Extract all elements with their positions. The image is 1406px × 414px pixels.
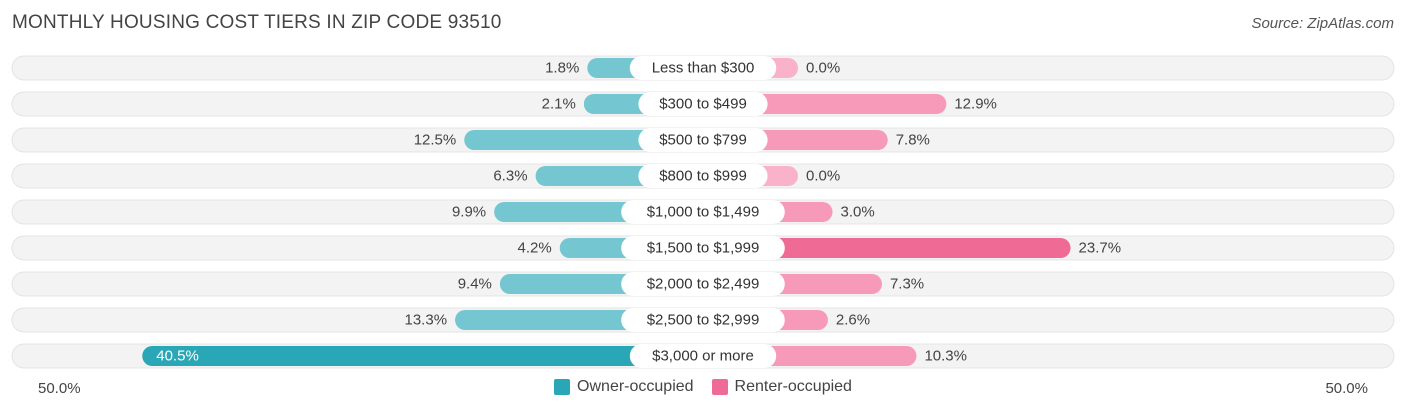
renter-value-label: 7.3%: [890, 276, 924, 293]
category-label: $2,500 to $2,999: [647, 312, 760, 329]
owner-value-label: 13.3%: [405, 312, 448, 329]
category-label: $1,000 to $1,499: [647, 204, 760, 221]
renter-value-label: 23.7%: [1079, 240, 1122, 257]
category-pill: [629, 56, 777, 80]
category-pill: [629, 344, 777, 368]
legend-owner-label: Owner-occupied: [577, 378, 694, 395]
category-label: $2,000 to $2,499: [647, 276, 760, 293]
owner-value-label: 4.2%: [517, 240, 551, 257]
legend-renter-label: Renter-occupied: [734, 378, 852, 395]
legend-item-renter[interactable]: Renter-occupied: [711, 378, 852, 396]
category-pill: [638, 164, 768, 188]
category-pill: [638, 128, 768, 152]
category-label: $500 to $799: [659, 132, 747, 149]
chart-title: MONTHLY HOUSING COST TIERS IN ZIP CODE 9…: [12, 12, 502, 33]
legend-item-owner[interactable]: Owner-occupied: [554, 378, 694, 396]
owner-value-label: 40.5%: [156, 348, 199, 365]
renter-swatch: [711, 379, 728, 395]
renter-value-label: 7.8%: [896, 132, 930, 149]
owner-value-label: 9.4%: [458, 276, 492, 293]
category-pill: [621, 272, 785, 296]
renter-value-label: 0.0%: [806, 168, 840, 185]
category-label: $800 to $999: [659, 168, 747, 185]
legend: Owner-occupied Renter-occupied: [0, 378, 1406, 396]
owner-value-label: 6.3%: [493, 168, 527, 185]
category-pill: [621, 200, 785, 224]
owner-value-label: 12.5%: [414, 132, 457, 149]
category-label: $1,500 to $1,999: [647, 240, 760, 257]
renter-value-label: 0.0%: [806, 60, 840, 77]
owner-value-label: 1.8%: [545, 60, 579, 77]
axis-left-label: 50.0%: [38, 380, 81, 397]
category-pill: [621, 236, 785, 260]
category-pill: [621, 308, 785, 332]
renter-value-label: 2.6%: [836, 312, 870, 329]
renter-value-label: 12.9%: [954, 96, 997, 113]
category-pill: [638, 92, 768, 116]
owner-value-label: 9.9%: [452, 204, 486, 221]
source-label: Source: ZipAtlas.com: [1251, 15, 1394, 32]
renter-value-label: 10.3%: [924, 348, 967, 365]
category-label: $300 to $499: [659, 96, 747, 113]
owner-bar: [142, 346, 703, 366]
renter-value-label: 3.0%: [841, 204, 875, 221]
category-label: Less than $300: [652, 60, 755, 77]
owner-swatch: [554, 379, 571, 395]
owner-value-label: 2.1%: [542, 96, 576, 113]
category-label: $3,000 or more: [652, 348, 754, 365]
renter-bar: [703, 238, 1071, 258]
axis-right-label: 50.0%: [1325, 380, 1368, 397]
